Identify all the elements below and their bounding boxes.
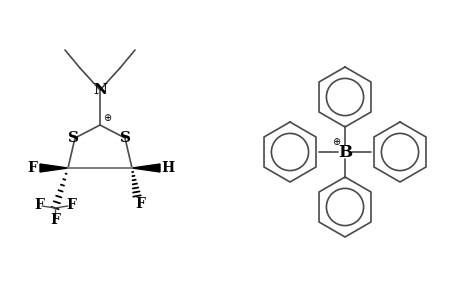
Text: B: B (337, 143, 351, 161)
Text: H: H (161, 161, 174, 175)
Text: F: F (27, 161, 37, 175)
Text: S: S (120, 131, 131, 145)
Text: F: F (135, 197, 145, 211)
Text: F: F (34, 198, 44, 212)
Text: ⊕: ⊕ (331, 137, 339, 147)
Text: F: F (66, 198, 76, 212)
Polygon shape (132, 164, 160, 172)
Text: S: S (68, 131, 79, 145)
Polygon shape (40, 164, 68, 172)
Text: ⊕: ⊕ (103, 113, 111, 123)
Text: F: F (50, 213, 60, 227)
Text: N: N (93, 83, 106, 97)
